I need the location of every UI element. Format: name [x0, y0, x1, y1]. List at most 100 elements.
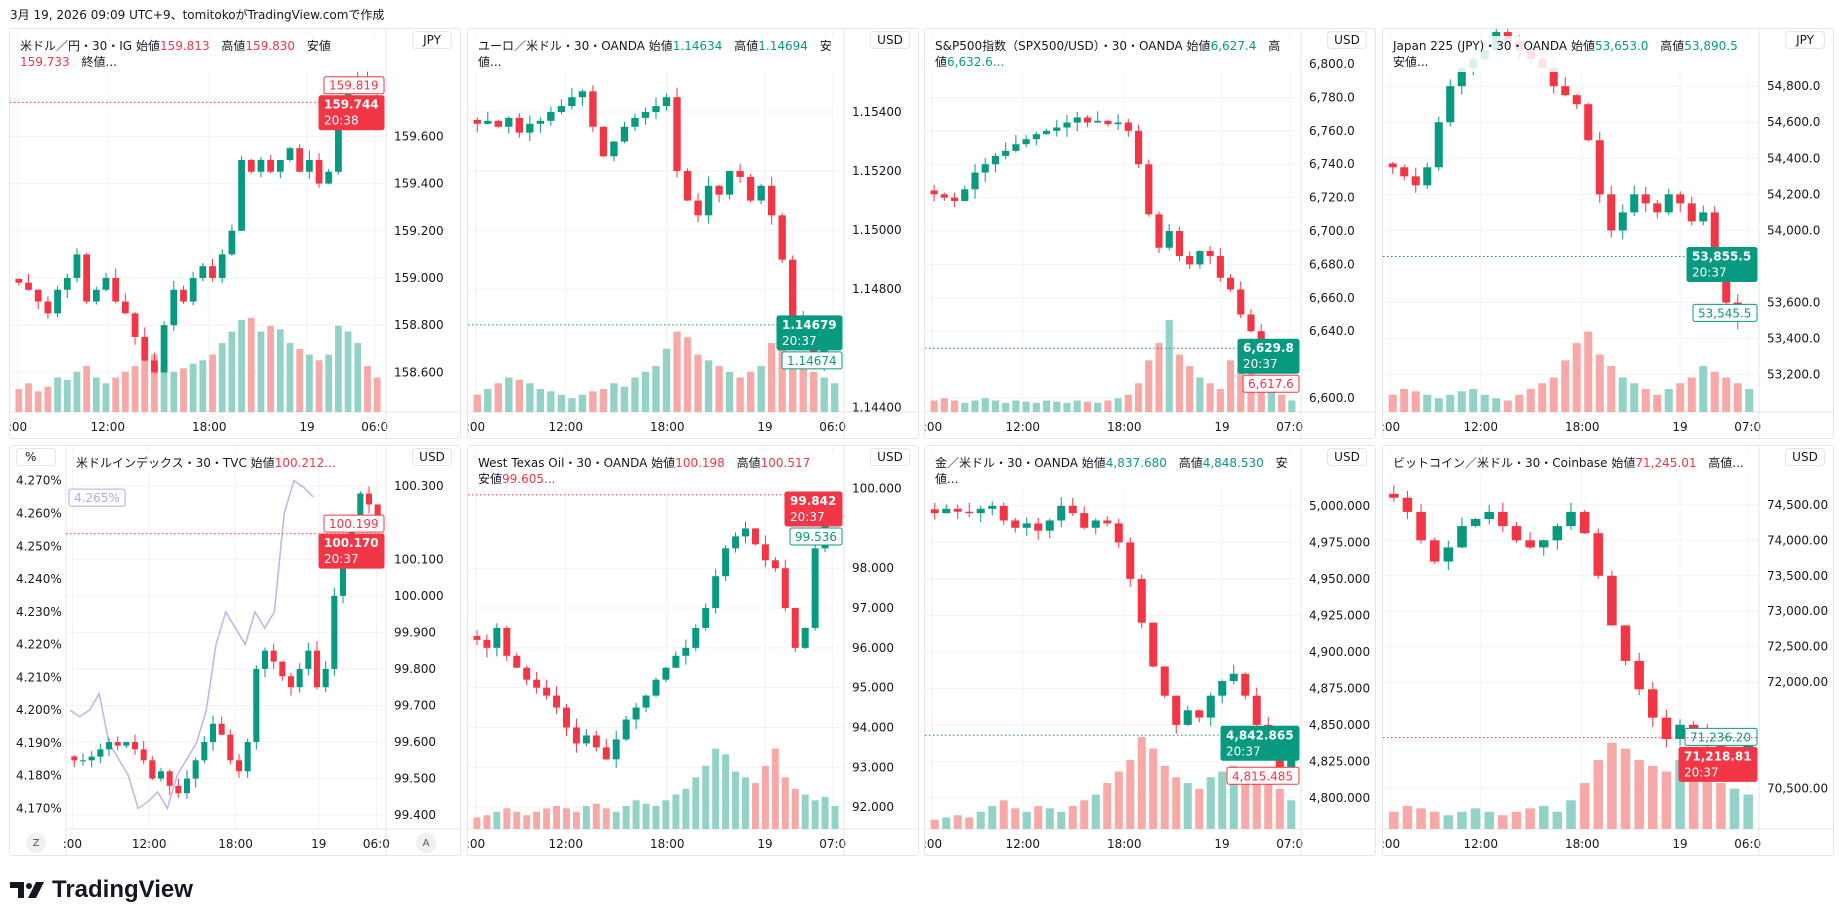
candle-body	[218, 254, 226, 278]
symbol-legend[interactable]: 米ドル／円・30・IG 始値159.813 高値159.830 安値 159.73…	[16, 36, 380, 72]
candle-body	[622, 719, 630, 740]
y-tick-label: 53,200.0	[1767, 368, 1820, 382]
chart-pane-usdjpy[interactable]: 159.600 159.400 159.200 159.000 158.800 158.6…	[9, 28, 461, 439]
candle	[652, 97, 660, 120]
y-tick-label: 92.000	[852, 800, 894, 814]
currency-button[interactable]: USD	[870, 448, 910, 466]
chart-pane-dxy[interactable]: 100.300 100.100 100.000 99.900 99.800 99.700 9…	[9, 445, 461, 856]
ohlc-key: 始値	[1611, 456, 1636, 470]
candle	[622, 715, 630, 742]
volume-bar	[1229, 765, 1238, 829]
volume-bar	[742, 777, 749, 829]
chart-canvas[interactable]: 159.600 159.400 159.200 159.000 158.800 158.6…	[10, 29, 461, 439]
volume-bar	[1011, 808, 1020, 829]
candle-body	[1073, 117, 1081, 123]
volume-bar	[1226, 360, 1235, 412]
volume-bar	[999, 800, 1008, 829]
candle-body	[999, 505, 1008, 521]
countdown-time: 20:37	[1684, 765, 1719, 779]
volume-bar	[1572, 343, 1581, 412]
symbol-legend[interactable]: West Texas Oil・30・OANDA 始値100.198 高値100.…	[474, 453, 838, 489]
chart-pane-btc[interactable]: 74,500.00 74,000.00 73,500.00 73,000.00 72,5…	[1382, 445, 1834, 856]
chart-pane-eurusd[interactable]: 1.15400 1.15200 1.15000 1.14800 1.14400:00 12…	[467, 28, 919, 439]
zoom-button[interactable]: Z	[26, 833, 46, 853]
candle	[692, 624, 700, 652]
candle	[1206, 692, 1215, 727]
candle-body	[97, 749, 104, 757]
candle-body	[1429, 540, 1440, 562]
y-tick-label: 6,680.0	[1309, 257, 1355, 271]
candle	[63, 273, 71, 299]
volume-bar	[73, 371, 81, 412]
candle-body	[1104, 120, 1112, 125]
currency-button[interactable]: USD	[1785, 448, 1825, 466]
candle	[1229, 664, 1238, 685]
symbol-legend[interactable]: Japan 225 (JPY)・30・OANDA 始値53,653.0 高値53…	[1389, 36, 1753, 72]
chart-canvas[interactable]: 5,000.000 4,975.000 4,950.000 4,925.000 4,90…	[925, 446, 1376, 856]
candle	[227, 729, 234, 765]
candle	[180, 285, 187, 304]
candle	[1561, 77, 1570, 97]
candle-body	[1595, 140, 1604, 195]
candle-body	[1165, 231, 1173, 248]
volume-bar	[950, 400, 959, 412]
currency-button[interactable]: USD	[1327, 448, 1367, 466]
chart-pane-wti[interactable]: 100.000 98.000 97.000 96.000 95.000 94.000 93.…	[467, 445, 919, 856]
candle-body	[582, 735, 590, 744]
volume-bar	[725, 371, 734, 412]
symbol-legend[interactable]: ユーロ／米ドル・30・OANDA 始値1.14634 高値1.14694 安値.…	[474, 36, 838, 72]
candle	[1388, 161, 1397, 174]
percent-scale-button[interactable]: %	[16, 448, 56, 466]
candle-body	[1196, 251, 1204, 265]
volume-bar	[1206, 383, 1214, 412]
left-y-tick-label: 4.200%	[16, 703, 62, 717]
chart-pane-spx[interactable]: 6,800.0 6,780.0 6,760.0 6,740.0 6,720.0 6,700…	[924, 28, 1376, 439]
ohlc-value: 159.733	[20, 55, 70, 69]
candle	[1653, 200, 1662, 219]
y-tick-label: 1.15200	[852, 164, 902, 178]
symbol-legend[interactable]: ビットコイン／米ドル・30・Coinbase 始値71,245.01 高値...	[1389, 453, 1753, 473]
candle-body	[1206, 251, 1214, 257]
candle	[121, 293, 129, 315]
left-y-tick-label: 4.260%	[16, 506, 62, 520]
chart-canvas[interactable]: 6,800.0 6,780.0 6,760.0 6,740.0 6,720.0 6,700…	[925, 29, 1376, 439]
chart-canvas[interactable]: 100.300 100.100 100.000 99.900 99.800 99.700 9…	[10, 446, 461, 856]
chart-canvas[interactable]: 54,800.0 54,600.0 54,400.0 54,200.0 54,000.0…	[1383, 29, 1834, 439]
candle	[662, 666, 670, 683]
candle-body	[305, 650, 312, 669]
volume-bar	[533, 811, 541, 829]
currency-button[interactable]: JPY	[1785, 31, 1825, 49]
volume-bar	[1134, 383, 1143, 412]
currency-button[interactable]: USD	[412, 448, 452, 466]
candle-body	[483, 639, 491, 648]
candle	[1446, 79, 1455, 127]
volume-bar	[1470, 808, 1481, 829]
chart-canvas[interactable]: 1.15400 1.15200 1.15000 1.14800 1.14400:00 12…	[468, 29, 919, 439]
auto-scale-button[interactable]: A	[416, 833, 436, 853]
candle	[557, 99, 566, 115]
chart-pane-gold[interactable]: 5,000.000 4,975.000 4,950.000 4,925.000 4,90…	[924, 445, 1376, 856]
symbol-legend[interactable]: 金／米ドル・30・OANDA 始値4,837.680 高値4,848.530 安…	[931, 453, 1295, 489]
x-tick-label: :00	[63, 837, 82, 851]
chart-canvas[interactable]: 74,500.00 74,000.00 73,500.00 73,000.00 72,5…	[1383, 446, 1834, 856]
chart-canvas[interactable]: 100.000 98.000 97.000 96.000 95.000 94.000 93.…	[468, 446, 919, 856]
currency-button[interactable]: USD	[1327, 31, 1367, 49]
candle-body	[1226, 277, 1235, 290]
candle	[170, 280, 178, 331]
ohlc-key: 始値	[135, 39, 160, 53]
candle-body	[1423, 167, 1432, 186]
volume-bar	[1457, 391, 1466, 412]
symbol-legend[interactable]: S&P500指数（SPX500/USD）・30・OANDA 始値6,627.4 …	[931, 36, 1295, 72]
ohlc-value: 159.813	[159, 39, 210, 53]
candle-body	[503, 627, 511, 656]
candle-body	[515, 117, 523, 133]
currency-button[interactable]: USD	[870, 31, 910, 49]
price-label-value: 71,236.20	[1690, 730, 1751, 744]
symbol-legend[interactable]: 米ドルインデックス・30・TVC 始値100.212...	[72, 453, 348, 473]
candle	[1053, 119, 1061, 137]
tradingview-logo[interactable]: TradingView	[10, 876, 193, 904]
chart-pane-jp225[interactable]: 54,800.0 54,600.0 54,400.0 54,200.0 54,000.0…	[1382, 28, 1834, 439]
currency-button[interactable]: JPY	[412, 31, 452, 49]
volume-bar	[1469, 389, 1478, 412]
candle-body	[160, 325, 168, 373]
